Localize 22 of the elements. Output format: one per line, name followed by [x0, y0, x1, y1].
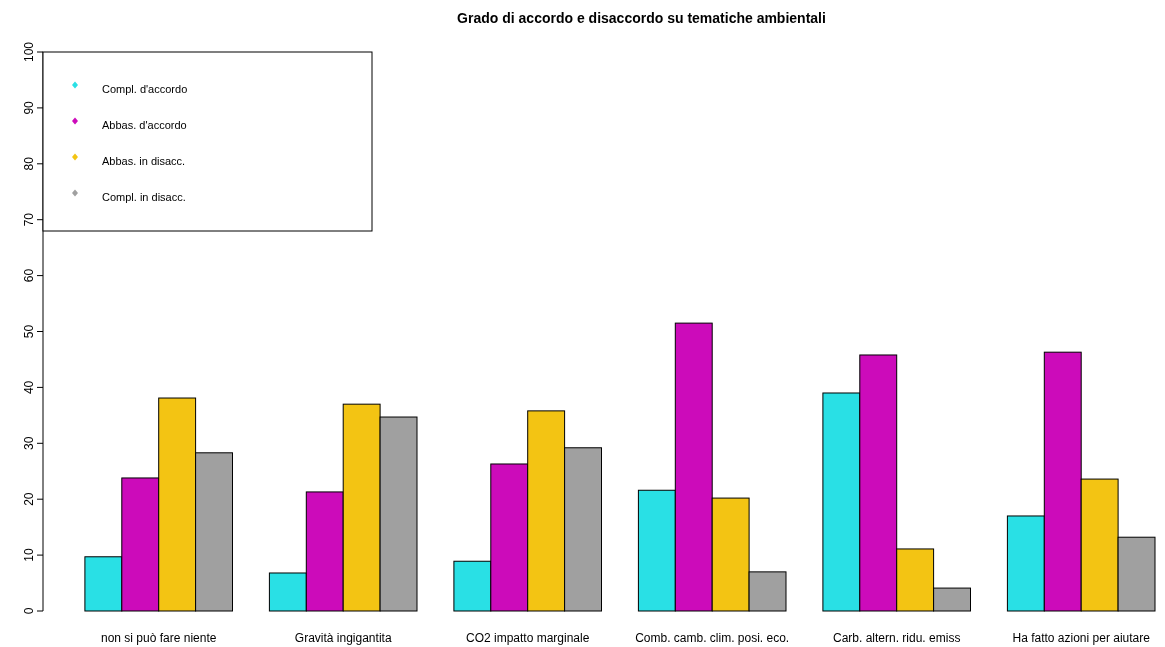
y-tick-label: 40: [22, 380, 36, 395]
y-tick-label: 90: [22, 100, 36, 115]
x-tick-label: Comb. camb. clim. posi. eco.: [635, 631, 790, 645]
y-tick-label: 20: [22, 492, 36, 506]
x-tick-label: non si può fare niente: [100, 631, 217, 645]
y-tick-label: 70: [22, 212, 36, 227]
legend-label: Abbas. in disacc.: [102, 155, 186, 167]
y-tick-label: 30: [22, 436, 36, 450]
chart-title: Grado di accordo e disaccordo su tematiche ambientali: [457, 10, 826, 26]
y-tick-label: 60: [22, 268, 36, 283]
x-tick-label: Gravità ingigantita: [294, 631, 392, 645]
y-tick-label: 0: [22, 607, 36, 615]
y-tick-label: 100: [22, 41, 36, 63]
legend-label: Compl. d'accordo: [102, 83, 188, 95]
x-tick-label: Ha fatto azioni per aiutare: [1012, 631, 1151, 645]
y-tick-label: 10: [22, 548, 36, 562]
x-tick-label: CO2 impatto marginale: [466, 631, 590, 645]
legend-label: Compl. in disacc.: [102, 191, 186, 203]
x-tick-label: Carb. altern. ridu. emiss: [833, 631, 961, 645]
legend-label: Abbas. d'accordo: [102, 119, 187, 131]
y-tick-label: 50: [22, 324, 36, 339]
y-tick-label: 80: [22, 156, 36, 171]
